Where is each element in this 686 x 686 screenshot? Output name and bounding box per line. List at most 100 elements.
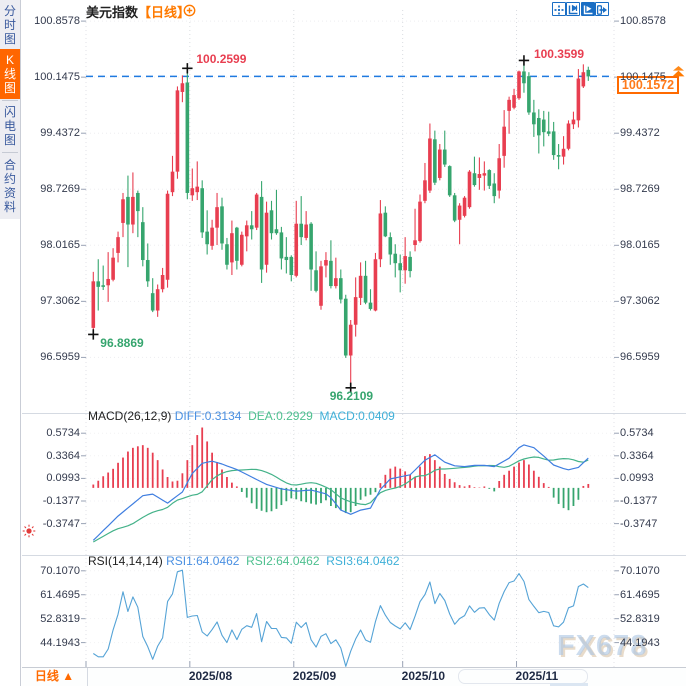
candle-body[interactable] [324, 260, 328, 266]
candle-body[interactable] [566, 123, 571, 149]
zoom-in-axis-icon[interactable] [581, 2, 595, 16]
candle-body[interactable] [329, 260, 333, 287]
candle-body[interactable] [576, 78, 581, 121]
candle-body[interactable] [136, 192, 140, 212]
candle-body[interactable] [249, 225, 254, 230]
candle-body[interactable] [348, 324, 353, 356]
candle-body[interactable] [442, 149, 447, 165]
candle-body[interactable] [289, 256, 294, 276]
candle-body[interactable] [546, 131, 551, 134]
candle-body[interactable] [457, 205, 462, 220]
candle-body[interactable] [145, 260, 150, 282]
candle-body[interactable] [467, 171, 472, 208]
candle-body[interactable] [537, 117, 541, 136]
candle-body[interactable] [121, 199, 125, 223]
candle-body[interactable] [393, 253, 398, 264]
candle-body[interactable] [477, 174, 482, 178]
candle-body[interactable] [195, 186, 200, 193]
candle-body[interactable] [571, 119, 576, 125]
candle-body[interactable] [200, 188, 204, 233]
candle-body[interactable] [264, 212, 269, 265]
candle-body[interactable] [230, 233, 234, 263]
candle-body[interactable] [101, 285, 105, 287]
candle-body[interactable] [502, 126, 506, 156]
candle-body[interactable] [190, 188, 195, 196]
candle-body[interactable] [462, 197, 467, 216]
candle-body[interactable] [131, 196, 135, 225]
candle-body[interactable] [472, 173, 477, 186]
candle-body[interactable] [532, 112, 536, 125]
candle-body[interactable] [487, 170, 492, 186]
candle-body[interactable] [363, 275, 368, 303]
zoom-out-axis-icon[interactable] [566, 2, 580, 16]
candle-body[interactable] [284, 256, 289, 261]
candle-body[interactable] [170, 171, 175, 193]
candle-body[interactable] [497, 158, 501, 191]
candle-body[interactable] [165, 193, 170, 280]
candle-body[interactable] [334, 278, 338, 287]
candle-body[interactable] [551, 131, 556, 156]
candle-body[interactable] [373, 259, 378, 311]
candle-body[interactable] [269, 210, 274, 234]
candle-body[interactable] [586, 69, 591, 77]
add-indicator-icon[interactable] [183, 4, 196, 17]
candle-body[interactable] [215, 207, 219, 228]
candle-body[interactable] [141, 222, 145, 261]
crosshair-icon[interactable] [552, 2, 566, 16]
candle-body[interactable] [240, 234, 244, 265]
candle-body[interactable] [428, 138, 432, 191]
candle-body[interactable] [319, 266, 323, 306]
candle-body[interactable] [116, 237, 120, 253]
candle-body[interactable] [561, 148, 566, 157]
candle-body[interactable] [304, 224, 308, 238]
candle-body[interactable] [343, 298, 348, 356]
sidebar-tab-3[interactable]: 闪电图 [0, 101, 20, 151]
candle-body[interactable] [556, 155, 561, 157]
candle-body[interactable] [358, 275, 363, 298]
candle-body[interactable] [106, 278, 110, 286]
candle-body[interactable] [522, 71, 526, 84]
candle-body[interactable] [413, 240, 417, 246]
candle-body[interactable] [339, 278, 343, 300]
candle-body[interactable] [91, 281, 96, 328]
candle-body[interactable] [259, 196, 264, 270]
candle-body[interactable] [160, 275, 165, 290]
candle-body[interactable] [210, 227, 214, 246]
sidebar-tab-4[interactable]: 合约资料 [0, 153, 20, 218]
candle-body[interactable] [96, 281, 101, 287]
candle-body[interactable] [235, 227, 239, 261]
candle-body[interactable] [279, 232, 284, 259]
candle-body[interactable] [294, 223, 299, 276]
candle-body[interactable] [447, 166, 452, 196]
scrollbar-strip[interactable] [550, 683, 588, 686]
candle-body[interactable] [314, 270, 318, 291]
candle-body[interactable] [517, 71, 521, 99]
candle-body[interactable] [225, 244, 229, 265]
candle-body[interactable] [482, 173, 487, 176]
candle-body[interactable] [180, 83, 185, 92]
candle-body[interactable] [438, 149, 442, 178]
candle-body[interactable] [423, 180, 427, 201]
sidebar-tab-1[interactable]: 分时图 [0, 2, 20, 48]
period-selector[interactable]: 日线 ▲ [22, 668, 88, 686]
candle-body[interactable] [150, 293, 155, 311]
candle-body[interactable] [408, 256, 412, 272]
candle-body[interactable] [492, 183, 497, 197]
candle-body[interactable] [388, 237, 393, 255]
indicator-settings-icon[interactable] [22, 524, 36, 538]
candle-body[interactable] [126, 196, 130, 225]
candle-body[interactable] [185, 82, 190, 193]
candle-body[interactable] [418, 201, 422, 242]
candle-body[interactable] [220, 206, 224, 244]
candle-body[interactable] [452, 195, 457, 221]
candle-body[interactable] [254, 194, 259, 228]
candle-body[interactable] [383, 212, 388, 237]
candle-body[interactable] [274, 229, 279, 234]
candle-body[interactable] [309, 223, 313, 270]
candle-body[interactable] [398, 263, 402, 271]
candle-body[interactable] [581, 72, 586, 87]
candle-body[interactable] [299, 223, 303, 238]
candle-body[interactable] [353, 297, 358, 325]
